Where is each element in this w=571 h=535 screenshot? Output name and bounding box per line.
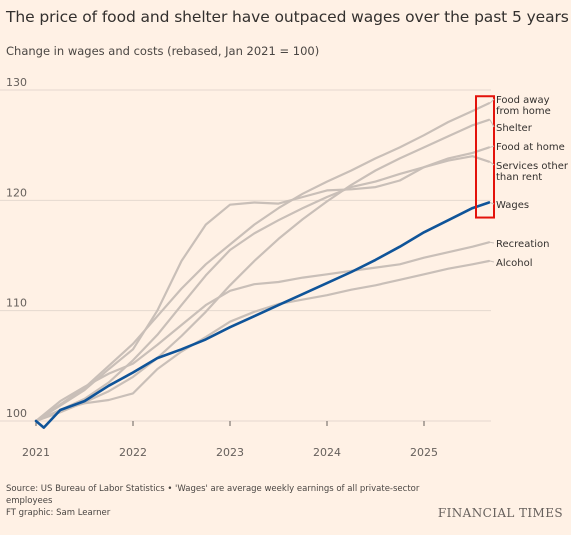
- y-tick-label-110: 110: [6, 297, 27, 310]
- label-connector-recreation: [489, 241, 495, 244]
- series-line-services-other-than-rent: [34, 155, 491, 423]
- series-label-wages: Wages: [496, 200, 529, 211]
- label-connector-food-at-home: [489, 145, 495, 148]
- series-line-alcohol: [34, 259, 491, 423]
- series-label-line: Alcohol: [496, 258, 532, 269]
- x-tick-label-2025: 2025: [410, 446, 438, 459]
- source-note: Source: US Bureau of Labor Statistics • …: [6, 484, 420, 506]
- series-line-shelter: [34, 118, 491, 423]
- label-connector-shelter: [489, 119, 495, 128]
- series-label-line: Recreation: [496, 239, 549, 250]
- x-tick-label-2023: 2023: [216, 446, 244, 459]
- label-connector-food-away-from-home: [489, 98, 495, 104]
- series-line-wages: [34, 201, 491, 429]
- series-label-line: Food away: [496, 95, 550, 106]
- chart-footer: Source: US Bureau of Labor Statistics • …: [6, 483, 426, 519]
- line-chart: 100 110 120 130 2021 2022 2023 2024 2025 Food awa…: [0, 76, 569, 459]
- series-label-line: Services other: [496, 161, 569, 172]
- label-connector-alcohol: [489, 260, 495, 263]
- series-label-line: than rent: [496, 172, 542, 183]
- x-tick-label-2021: 2021: [22, 446, 50, 459]
- y-tick-label-130: 130: [6, 76, 27, 89]
- series-label-line: Food at home: [496, 142, 565, 153]
- series-line-recreation: [34, 241, 491, 423]
- label-connector-wages: [489, 202, 495, 205]
- series-label-food-at-home: Food at home: [496, 142, 565, 153]
- graphic-credit: FT graphic: Sam Learner: [6, 508, 111, 518]
- label-connector-services-other-than-rent: [489, 161, 495, 166]
- series-line-food-away-from-home: [34, 102, 491, 423]
- publisher-logo: FINANCIAL TIMES: [437, 506, 563, 520]
- y-tick-label-100: 100: [6, 407, 27, 420]
- highlight-box: [475, 95, 495, 219]
- series-label-recreation: Recreation: [496, 239, 549, 250]
- x-tick-label-2024: 2024: [313, 446, 341, 459]
- chart-title: The price of food and shelter have outpa…: [6, 8, 569, 26]
- series-label-services-other-than-rent: Services other than rent: [496, 161, 569, 183]
- x-tick-label-2022: 2022: [119, 446, 147, 459]
- series-label-alcohol: Alcohol: [496, 258, 532, 269]
- series-label-shelter: Shelter: [496, 123, 533, 134]
- series-label-line: Wages: [496, 200, 529, 211]
- series-label-line: from home: [496, 106, 551, 117]
- chart-subtitle: Change in wages and costs (rebased, Jan …: [6, 44, 320, 58]
- series-label-food-away-from-home: Food away from home: [496, 95, 551, 117]
- y-tick-label-120: 120: [6, 186, 27, 199]
- series-label-line: Shelter: [496, 123, 533, 134]
